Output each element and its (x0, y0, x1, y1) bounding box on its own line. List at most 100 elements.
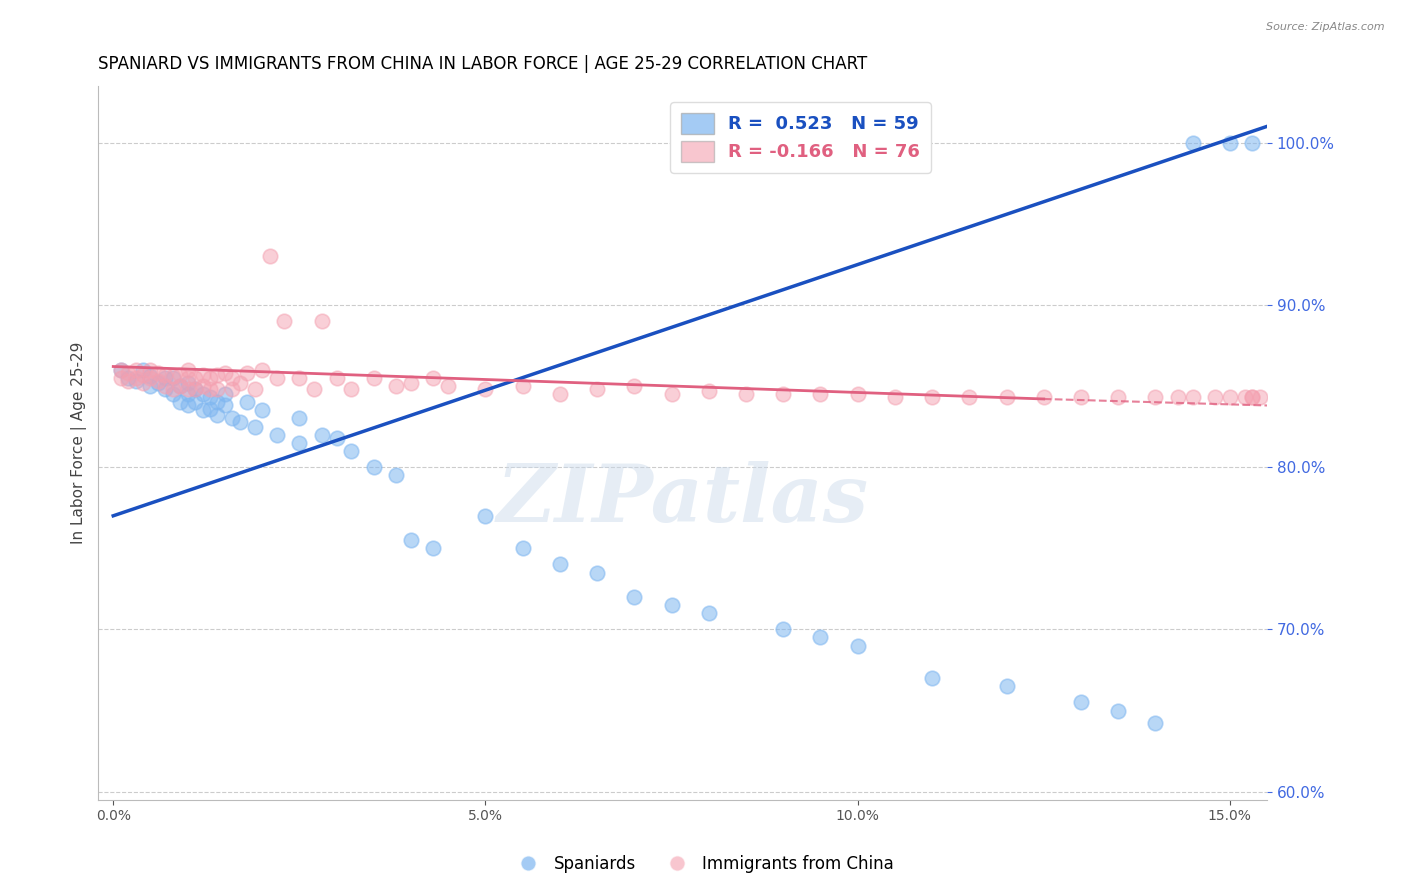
Point (325, 371, 347, 385)
Point (169, 379, 191, 393)
Point (191, 379, 214, 393)
Point (214, 387, 236, 401)
Point (288, 371, 311, 385)
Point (250, 363, 273, 377)
Point (548, 387, 571, 401)
Point (1249, 390, 1271, 404)
Point (191, 403, 214, 417)
Legend: Spaniards, Immigrants from China: Spaniards, Immigrants from China (505, 848, 901, 880)
Point (176, 387, 198, 401)
Point (110, 363, 132, 377)
Point (110, 371, 132, 385)
Point (221, 371, 243, 385)
Point (1233, 390, 1256, 404)
Point (139, 379, 162, 393)
Point (1241, 390, 1264, 404)
Point (1070, 390, 1092, 404)
Point (772, 623, 794, 637)
Point (512, 379, 534, 393)
Point (474, 508, 496, 523)
Point (250, 403, 273, 417)
Point (124, 371, 146, 385)
Point (184, 371, 207, 385)
Point (198, 401, 221, 416)
Point (169, 379, 191, 393)
Point (1107, 704, 1129, 718)
Point (846, 387, 869, 401)
Point (1219, 136, 1241, 150)
Point (340, 382, 363, 396)
Point (198, 390, 221, 404)
Point (146, 366, 169, 380)
Text: ZIPatlas: ZIPatlas (496, 461, 869, 539)
Point (176, 376, 198, 390)
Point (1107, 390, 1129, 404)
Point (288, 411, 311, 425)
Point (139, 371, 162, 385)
Point (399, 376, 422, 390)
Point (162, 369, 184, 384)
Point (162, 387, 184, 401)
Point (243, 382, 266, 396)
Point (846, 639, 869, 653)
Point (207, 368, 229, 382)
Point (155, 371, 177, 385)
Point (340, 443, 363, 458)
Point (110, 363, 132, 377)
Point (207, 395, 229, 409)
Text: Source: ZipAtlas.com: Source: ZipAtlas.com (1267, 22, 1385, 32)
Point (243, 419, 266, 434)
Point (117, 374, 139, 388)
Point (437, 379, 460, 393)
Point (810, 631, 832, 645)
Point (1219, 390, 1241, 404)
Point (661, 387, 683, 401)
Point (236, 366, 259, 380)
Point (422, 541, 444, 556)
Point (921, 671, 943, 685)
Point (921, 390, 943, 404)
Point (155, 379, 177, 393)
Point (146, 374, 169, 388)
Point (207, 408, 229, 422)
Point (399, 533, 422, 548)
Point (176, 363, 198, 377)
Point (184, 382, 207, 396)
Point (169, 395, 191, 409)
Point (146, 376, 169, 390)
Point (1204, 390, 1226, 404)
Point (1241, 390, 1264, 404)
Point (176, 371, 198, 385)
Point (772, 387, 794, 401)
Point (363, 371, 385, 385)
Point (1144, 716, 1167, 731)
Point (1032, 390, 1054, 404)
Point (311, 314, 333, 328)
Point (191, 368, 214, 382)
Point (221, 382, 243, 396)
Point (623, 590, 645, 604)
Point (236, 395, 259, 409)
Point (139, 363, 162, 377)
Point (623, 379, 645, 393)
Point (957, 390, 980, 404)
Point (586, 382, 609, 396)
Point (385, 468, 408, 483)
Point (162, 371, 184, 385)
Point (512, 541, 534, 556)
Point (132, 376, 155, 390)
Point (883, 390, 905, 404)
Text: SPANIARD VS IMMIGRANTS FROM CHINA IN LABOR FORCE | AGE 25-29 CORRELATION CHART: SPANIARD VS IMMIGRANTS FROM CHINA IN LAB… (98, 55, 868, 73)
Point (169, 368, 191, 382)
Point (1167, 390, 1189, 404)
Point (229, 376, 252, 390)
Point (191, 387, 214, 401)
Point (474, 382, 496, 396)
Point (548, 558, 571, 572)
Point (422, 371, 444, 385)
Point (1241, 136, 1264, 150)
Point (162, 382, 184, 396)
Point (207, 382, 229, 396)
Point (385, 379, 408, 393)
Point (1181, 390, 1204, 404)
